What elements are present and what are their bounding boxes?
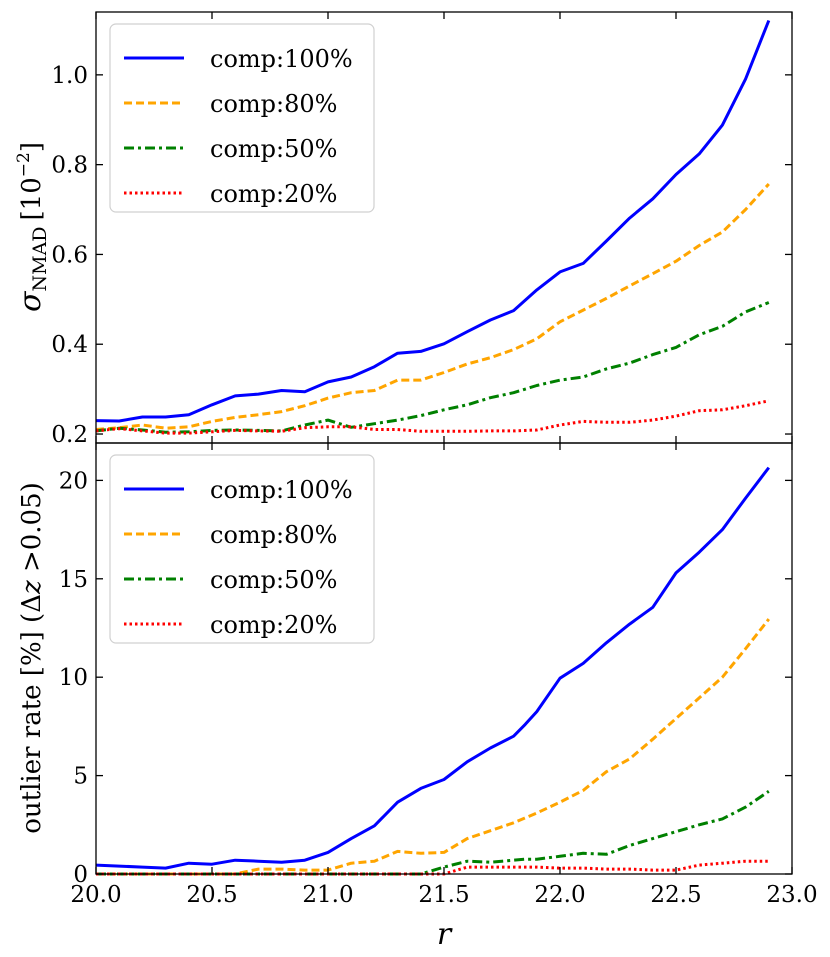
sigma-nmad-ticks: 0.2 0.4 0.6 0.8 1.0	[51, 12, 793, 448]
series-line-comp80	[96, 618, 770, 876]
ylabel-sigma: σ	[13, 290, 48, 312]
x-axis-label: r	[437, 917, 453, 952]
legend-label: comp:80%	[210, 521, 337, 549]
ylabel-sub: NMAD	[29, 226, 51, 291]
y-tick-label: 1.0	[51, 63, 88, 89]
legend-box	[109, 23, 375, 213]
series-line-comp50	[96, 790, 770, 876]
x-tick-label: 20.0	[70, 882, 121, 908]
series-line-comp100	[95, 19, 771, 423]
x-tick-label: 21.5	[418, 882, 469, 908]
y-tick-label: 0	[73, 862, 88, 888]
legend-label: comp:50%	[210, 135, 337, 163]
y-tick-label: 0.8	[51, 153, 88, 179]
ylabel-close: ]	[17, 142, 47, 152]
y-tick-label: 15	[59, 567, 88, 593]
y-tick-label: 0.4	[51, 332, 88, 358]
ylabel-exp: −2	[14, 152, 34, 177]
ylabel-outlier-text: outlier rate [%] (Δ	[17, 594, 47, 834]
y-tick-label: 0.2	[51, 422, 88, 448]
legend-label: comp:50%	[210, 566, 337, 594]
sigma-nmad-panel: 0.2 0.4 0.6 0.8 1.0 comp:100% comp:80% comp:50…	[13, 11, 793, 448]
series-line-comp50	[95, 301, 770, 434]
series-line-comp20	[95, 399, 770, 435]
y-tick-label: 10	[59, 665, 88, 691]
y-tick-label: 5	[73, 764, 88, 790]
series-line-comp100	[95, 466, 770, 870]
sigma-nmad-series-group	[95, 19, 771, 435]
legend-box	[109, 454, 375, 644]
outlier-rate-legend: comp:100% comp:80% comp:50% comp:20%	[109, 454, 375, 644]
x-tick-label: 22.0	[534, 882, 585, 908]
x-tick-label: 23.0	[766, 882, 817, 908]
legend-label: comp:100%	[210, 476, 353, 504]
outlier-rate-ylabel: outlier rate [%] (Δz >0.05)	[17, 482, 47, 834]
x-tick-label: 21.0	[302, 882, 353, 908]
outlier-rate-ticks: 20.0 20.5 21.0 21.5 22.0 22.5 23.0 0 5 10 15 20	[59, 443, 818, 908]
legend-label: comp:80%	[210, 90, 337, 118]
ylabel-outlier-tail: >0.05)	[17, 482, 47, 580]
ylabel-unit: [10	[17, 177, 47, 220]
series-line-comp80	[95, 182, 770, 431]
sigma-nmad-legend: comp:100% comp:80% comp:50% comp:20%	[109, 23, 375, 213]
sigma-nmad-ylabel: σNMAD [10−2]	[13, 142, 51, 312]
legend-label: comp:100%	[210, 45, 353, 73]
legend-label: comp:20%	[210, 180, 337, 208]
outlier-rate-panel: 20.0 20.5 21.0 21.5 22.0 22.5 23.0 0 5 10 15 20 com…	[17, 442, 818, 908]
legend-label: comp:20%	[210, 611, 337, 639]
x-tick-label: 22.5	[650, 882, 701, 908]
y-tick-label: 0.6	[51, 242, 88, 268]
y-tick-label: 20	[59, 468, 88, 494]
x-tick-label: 20.5	[186, 882, 237, 908]
ylabel-outlier-z: z	[17, 580, 47, 595]
